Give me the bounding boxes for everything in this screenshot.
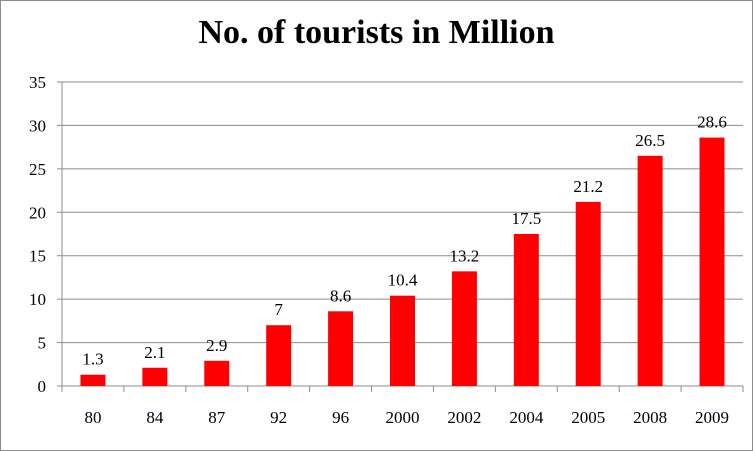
bar — [266, 325, 292, 386]
x-tick-label: 80 — [84, 408, 101, 427]
x-tick-label: 2004 — [509, 408, 544, 427]
bar — [328, 311, 354, 386]
x-tick-label: 87 — [208, 408, 226, 427]
data-label: 2.1 — [144, 343, 165, 362]
gridlines — [62, 81, 743, 344]
bar — [575, 201, 601, 386]
data-label: 7 — [274, 300, 283, 319]
x-axis-ticks: 80 84 87 92 96 2000 2002 2004 2005 2008 2009 — [84, 408, 729, 427]
y-tick-label: 0 — [38, 377, 47, 396]
y-tick-label: 35 — [29, 73, 46, 92]
bar — [142, 367, 168, 386]
bar — [637, 155, 663, 386]
bar — [699, 137, 725, 386]
data-label: 17.5 — [511, 209, 541, 228]
data-label: 13.2 — [450, 246, 480, 265]
x-tick-label: 92 — [270, 408, 287, 427]
data-label: 8.6 — [330, 286, 351, 305]
data-label: 2.9 — [206, 336, 227, 355]
x-tick-label: 2009 — [695, 408, 729, 427]
bar — [513, 234, 539, 386]
data-label: 26.5 — [635, 131, 665, 150]
bars — [80, 137, 725, 386]
data-label: 10.4 — [388, 271, 418, 290]
bar — [204, 360, 230, 386]
y-axis-ticks: 0 5 10 15 20 25 30 35 — [29, 73, 46, 396]
y-tick-label: 20 — [29, 203, 46, 222]
y-tick-label: 15 — [29, 247, 46, 266]
data-labels: 1.3 2.1 2.9 7 8.6 10.4 13.2 17.5 21.2 26.5 28.6 — [82, 113, 727, 369]
bar — [451, 271, 477, 386]
x-tick-label: 2000 — [386, 408, 420, 427]
data-label: 21.2 — [573, 177, 603, 196]
chart-title: No. of tourists in Million — [198, 14, 555, 51]
y-tick-label: 5 — [38, 334, 47, 353]
data-label: 1.3 — [82, 350, 103, 369]
bar — [80, 374, 106, 386]
x-tick-label: 2008 — [633, 408, 667, 427]
x-tick-label: 84 — [146, 408, 164, 427]
bar — [390, 295, 415, 386]
x-tick-label: 96 — [332, 408, 349, 427]
x-tick-label: 2002 — [447, 408, 481, 427]
y-tick-label: 30 — [29, 116, 46, 135]
data-label: 28.6 — [697, 113, 727, 132]
y-tick-label: 25 — [29, 160, 46, 179]
y-tick-label: 10 — [29, 290, 46, 309]
x-tick-label: 2005 — [571, 408, 605, 427]
